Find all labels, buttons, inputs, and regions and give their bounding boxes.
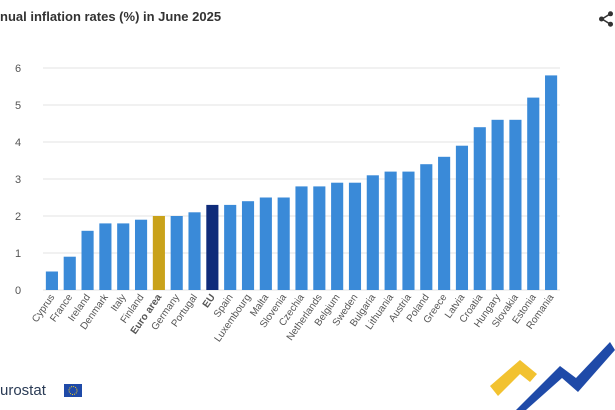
y-axis-ticks: 0 1 2 3 4 5 6: [15, 63, 21, 297]
bar[interactable]: [259, 197, 272, 291]
bar[interactable]: [206, 204, 219, 290]
y-tick-label: 3: [15, 174, 21, 186]
bar[interactable]: [45, 271, 58, 291]
bar[interactable]: [348, 182, 362, 290]
bar[interactable]: [420, 164, 433, 290]
bar[interactable]: [63, 256, 76, 290]
brand-name: urostat: [0, 382, 46, 399]
bar[interactable]: [224, 204, 237, 290]
bar[interactable]: [455, 145, 469, 290]
bar[interactable]: [99, 223, 112, 290]
bar[interactable]: [527, 97, 540, 290]
eu-flag-icon: [64, 384, 82, 397]
bar[interactable]: [117, 223, 130, 290]
y-tick-label: 4: [15, 137, 21, 149]
bar[interactable]: [331, 182, 344, 290]
y-tick-label: 5: [15, 100, 21, 112]
bar[interactable]: [402, 171, 415, 290]
bar[interactable]: [545, 75, 558, 291]
bar[interactable]: [170, 216, 183, 290]
bar[interactable]: [188, 212, 201, 290]
bar[interactable]: [366, 175, 379, 290]
y-tick-label: 2: [15, 211, 21, 223]
bar-chart: 0 1 2 3 4 5 6 CyprusFranceIrelandDenmarkItalyF…: [15, 63, 560, 345]
bar[interactable]: [509, 119, 522, 290]
bar[interactable]: [295, 186, 308, 290]
y-tick-label: 1: [15, 248, 21, 260]
bar[interactable]: [384, 171, 397, 290]
bar[interactable]: [473, 127, 486, 290]
y-tick-label: 0: [15, 285, 21, 297]
bar[interactable]: [81, 230, 94, 290]
share-icon[interactable]: [597, 10, 615, 28]
bar[interactable]: [277, 197, 290, 291]
y-tick-label: 6: [15, 63, 21, 75]
bar[interactable]: [313, 186, 326, 290]
bars: [45, 75, 558, 291]
bar[interactable]: [152, 216, 165, 290]
bar[interactable]: [491, 119, 504, 290]
chart-title: nual inflation rates (%) in June 2025: [0, 9, 222, 24]
eurostat-chevron-decoration: [490, 342, 615, 410]
bar[interactable]: [241, 201, 255, 290]
bar[interactable]: [134, 219, 148, 290]
x-axis-ticks: CyprusFranceIrelandDenmarkItalyFinlandEu…: [30, 292, 557, 345]
bar[interactable]: [438, 156, 451, 290]
